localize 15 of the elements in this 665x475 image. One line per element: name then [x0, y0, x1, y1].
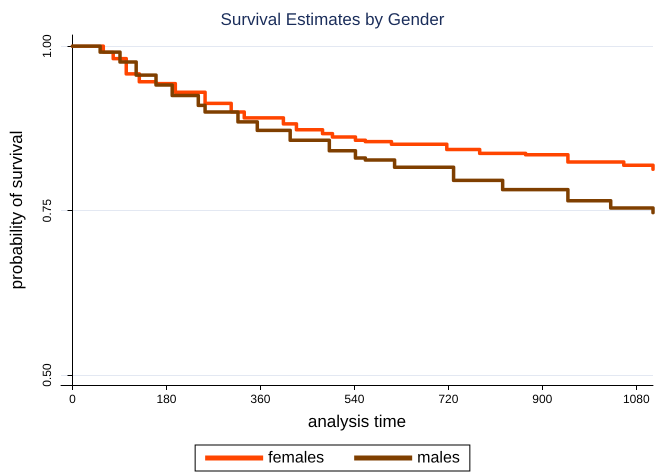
x-tick-label: 1080: [622, 392, 650, 406]
x-tick-label: 0: [69, 392, 76, 406]
x-tick-label: 180: [156, 392, 177, 406]
y-tick-label: 1.00: [40, 34, 54, 58]
chart-title: Survival Estimates by Gender: [220, 10, 445, 29]
x-tick-label: 720: [438, 392, 459, 406]
y-tick-label: 0.50: [40, 363, 54, 387]
legend-label: females: [268, 450, 324, 466]
x-tick-label: 900: [532, 392, 553, 406]
legend-label: males: [417, 450, 460, 466]
x-tick-label: 540: [344, 392, 365, 406]
x-tick-label: 360: [250, 392, 271, 406]
y-axis-title: probability of survival: [7, 130, 26, 290]
y-tick-label: 0.75: [40, 198, 54, 222]
x-axis-title: analysis time: [308, 412, 406, 431]
